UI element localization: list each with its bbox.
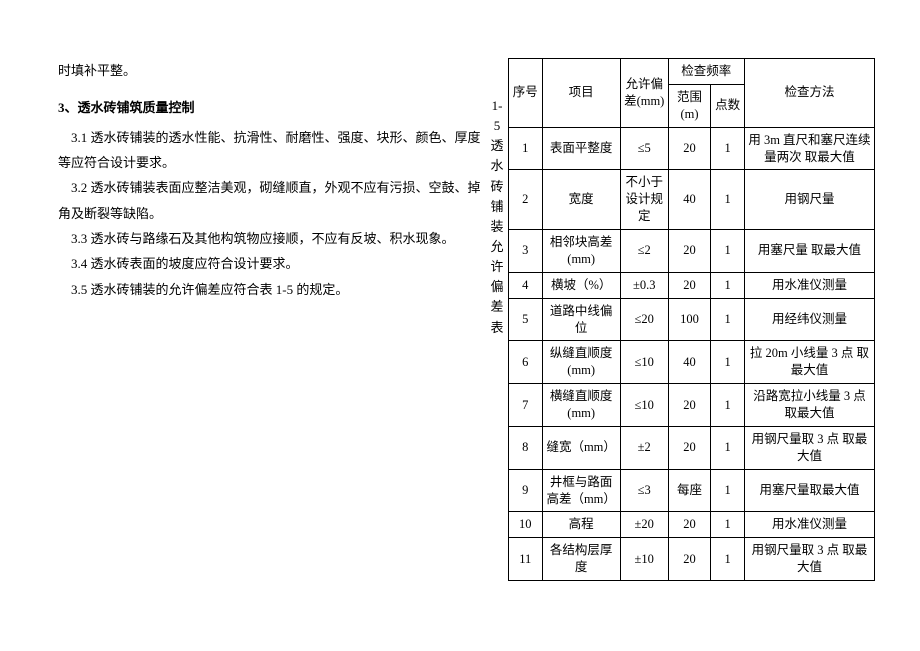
cell-dev: ≤20 — [620, 298, 668, 341]
cell-dev: ≤2 — [620, 230, 668, 273]
cell-range: 40 — [668, 341, 711, 384]
cell-pts: 1 — [711, 272, 745, 298]
table-caption-vertical: 1-5透水砖铺装允许偏差表 — [490, 58, 504, 338]
th-range: 范围(m) — [668, 84, 711, 127]
cell-seq: 2 — [509, 170, 543, 230]
th-seq: 序号 — [509, 59, 543, 128]
cell-item: 高程 — [542, 512, 620, 538]
cell-dev: ±0.3 — [620, 272, 668, 298]
cell-range: 每座 — [668, 469, 711, 512]
cell-method: 用 3m 直尺和塞尺连续量两次 取最大值 — [744, 127, 874, 170]
th-item: 项目 — [542, 59, 620, 128]
table-row: 6纵缝直顺度(mm)≤10401拉 20m 小线量 3 点 取最大值 — [509, 341, 875, 384]
page-root: 时填补平整。 3、透水砖铺筑质量控制 3.1 透水砖铺装的透水性能、抗滑性、耐磨… — [0, 0, 920, 581]
para-3-3: 3.3 透水砖与路缘石及其他构筑物应接顺，不应有反坡、积水现象。 — [58, 226, 488, 251]
table-column: 1-5透水砖铺装允许偏差表 序号 项目 允许偏差(mm) 检查频率 检查方法 范… — [490, 58, 875, 581]
cell-item: 道路中线偏位 — [542, 298, 620, 341]
cell-dev: ±10 — [620, 538, 668, 581]
text-column: 时填补平整。 3、透水砖铺筑质量控制 3.1 透水砖铺装的透水性能、抗滑性、耐磨… — [58, 58, 488, 302]
table-body: 1表面平整度≤5201用 3m 直尺和塞尺连续量两次 取最大值2宽度不小于设计规… — [509, 127, 875, 580]
cell-dev: ≤10 — [620, 384, 668, 427]
cell-pts: 1 — [711, 127, 745, 170]
table-row: 1表面平整度≤5201用 3m 直尺和塞尺连续量两次 取最大值 — [509, 127, 875, 170]
cell-range: 20 — [668, 272, 711, 298]
cell-seq: 7 — [509, 384, 543, 427]
table-row: 7横缝直顺度(mm)≤10201沿路宽拉小线量 3 点 取最大值 — [509, 384, 875, 427]
cell-dev: ≤3 — [620, 469, 668, 512]
cell-item: 宽度 — [542, 170, 620, 230]
table-row: 5道路中线偏位≤201001用经纬仪测量 — [509, 298, 875, 341]
cell-method: 用水准仪测量 — [744, 512, 874, 538]
cell-item: 井框与路面高差（mm） — [542, 469, 620, 512]
para-3-4: 3.4 透水砖表面的坡度应符合设计要求。 — [58, 251, 488, 276]
cell-pts: 1 — [711, 426, 745, 469]
cell-dev: ≤10 — [620, 341, 668, 384]
cell-item: 表面平整度 — [542, 127, 620, 170]
cell-seq: 11 — [509, 538, 543, 581]
table-row: 4横坡（%）±0.3201用水准仪测量 — [509, 272, 875, 298]
para-3-2: 3.2 透水砖铺装表面应整洁美观，砌缝顺直，外观不应有污损、空鼓、掉角及断裂等缺… — [58, 175, 488, 226]
th-dev: 允许偏差(mm) — [620, 59, 668, 128]
cell-range: 40 — [668, 170, 711, 230]
tolerance-table: 序号 项目 允许偏差(mm) 检查频率 检查方法 范围(m) 点数 1表面平整度… — [508, 58, 875, 581]
cell-range: 20 — [668, 230, 711, 273]
continuation-line: 时填补平整。 — [58, 58, 488, 83]
section-heading: 3、透水砖铺筑质量控制 — [58, 95, 488, 120]
cell-pts: 1 — [711, 341, 745, 384]
table-row: 3相邻块高差(mm)≤2201用塞尺量 取最大值 — [509, 230, 875, 273]
cell-range: 20 — [668, 512, 711, 538]
cell-method: 用水准仪测量 — [744, 272, 874, 298]
cell-item: 各结构层厚度 — [542, 538, 620, 581]
cell-range: 20 — [668, 426, 711, 469]
th-points: 点数 — [711, 84, 745, 127]
cell-method: 用钢尺量 — [744, 170, 874, 230]
cell-pts: 1 — [711, 538, 745, 581]
cell-seq: 5 — [509, 298, 543, 341]
cell-method: 用经纬仪测量 — [744, 298, 874, 341]
cell-seq: 6 — [509, 341, 543, 384]
cell-item: 缝宽（mm） — [542, 426, 620, 469]
cell-pts: 1 — [711, 170, 745, 230]
cell-method: 用塞尺量 取最大值 — [744, 230, 874, 273]
cell-seq: 4 — [509, 272, 543, 298]
cell-pts: 1 — [711, 469, 745, 512]
cell-dev: ±20 — [620, 512, 668, 538]
cell-method: 用钢尺量取 3 点 取最大值 — [744, 538, 874, 581]
cell-pts: 1 — [711, 512, 745, 538]
cell-pts: 1 — [711, 298, 745, 341]
cell-dev: ±2 — [620, 426, 668, 469]
table-row: 9井框与路面高差（mm）≤3每座1用塞尺量取最大值 — [509, 469, 875, 512]
cell-dev: ≤5 — [620, 127, 668, 170]
cell-pts: 1 — [711, 230, 745, 273]
cell-pts: 1 — [711, 384, 745, 427]
para-3-5: 3.5 透水砖铺装的允许偏差应符合表 1-5 的规定。 — [58, 277, 488, 302]
para-3-1: 3.1 透水砖铺装的透水性能、抗滑性、耐磨性、强度、块形、颜色、厚度等应符合设计… — [58, 125, 488, 176]
cell-item: 横坡（%） — [542, 272, 620, 298]
table-row: 2宽度不小于设计规定401用钢尺量 — [509, 170, 875, 230]
cell-seq: 1 — [509, 127, 543, 170]
table-row: 8缝宽（mm）±2201用钢尺量取 3 点 取最大值 — [509, 426, 875, 469]
cell-item: 横缝直顺度(mm) — [542, 384, 620, 427]
table-row: 10高程±20201用水准仪测量 — [509, 512, 875, 538]
table-row: 11各结构层厚度±10201用钢尺量取 3 点 取最大值 — [509, 538, 875, 581]
cell-method: 用塞尺量取最大值 — [744, 469, 874, 512]
cell-range: 20 — [668, 384, 711, 427]
cell-item: 纵缝直顺度(mm) — [542, 341, 620, 384]
cell-seq: 9 — [509, 469, 543, 512]
table-header-row-1: 序号 项目 允许偏差(mm) 检查频率 检查方法 — [509, 59, 875, 85]
th-freq: 检查频率 — [668, 59, 744, 85]
cell-item: 相邻块高差(mm) — [542, 230, 620, 273]
cell-seq: 3 — [509, 230, 543, 273]
cell-range: 20 — [668, 538, 711, 581]
th-method: 检查方法 — [744, 59, 874, 128]
cell-dev: 不小于设计规定 — [620, 170, 668, 230]
cell-method: 用钢尺量取 3 点 取最大值 — [744, 426, 874, 469]
cell-seq: 8 — [509, 426, 543, 469]
cell-seq: 10 — [509, 512, 543, 538]
cell-range: 20 — [668, 127, 711, 170]
cell-method: 沿路宽拉小线量 3 点 取最大值 — [744, 384, 874, 427]
cell-method: 拉 20m 小线量 3 点 取最大值 — [744, 341, 874, 384]
cell-range: 100 — [668, 298, 711, 341]
